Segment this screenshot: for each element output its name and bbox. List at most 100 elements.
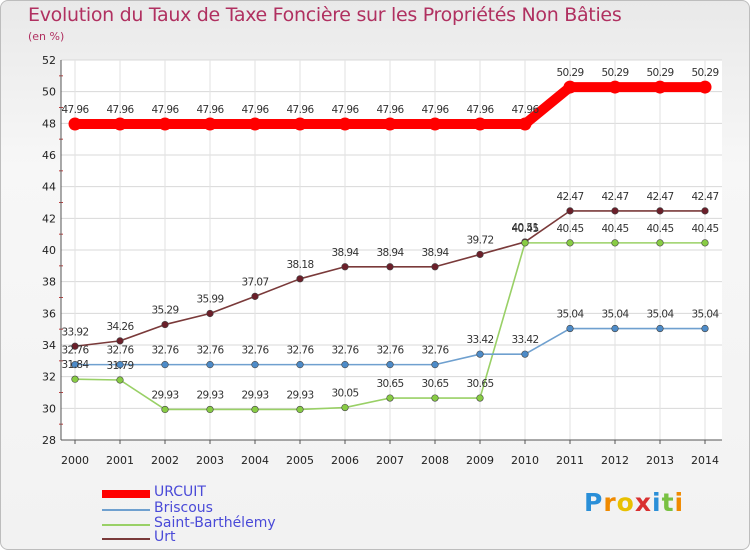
data-label: 30.65 [466, 378, 493, 390]
data-label: 29.93 [286, 389, 313, 401]
y-tick-label: 28 [42, 434, 56, 447]
data-point [116, 376, 124, 384]
y-tick-label: 50 [42, 86, 56, 99]
data-point [566, 324, 574, 333]
x-tick-label: 2007 [376, 454, 404, 467]
data-label: 35.99 [196, 293, 223, 305]
data-point [701, 324, 709, 333]
y-tick-label: 48 [42, 117, 56, 130]
data-point [611, 207, 619, 215]
x-tick-label: 2009 [466, 454, 494, 467]
data-point [611, 239, 619, 247]
data-point [698, 80, 712, 94]
data-point [71, 361, 79, 369]
x-tick-label: 2012 [601, 454, 629, 467]
data-point [161, 320, 169, 329]
data-label: 29.93 [151, 389, 178, 401]
x-tick-label: 2003 [196, 454, 224, 467]
data-label: 32.76 [106, 345, 134, 357]
data-label: 47.96 [286, 104, 314, 116]
data-point [521, 350, 529, 358]
y-tick-label: 30 [42, 402, 56, 415]
data-label: 35.04 [691, 309, 719, 321]
x-tick-label: 2002 [151, 454, 179, 467]
data-label: 33.42 [466, 334, 493, 346]
data-point [161, 405, 169, 414]
data-point [476, 250, 484, 259]
data-point [521, 239, 529, 247]
data-label: 50.29 [646, 67, 673, 79]
data-label: 30.65 [376, 378, 403, 390]
legend-label: URCUIT [154, 484, 206, 500]
y-tick-label: 32 [42, 371, 56, 384]
data-label: 38.94 [376, 247, 404, 259]
data-point [428, 117, 442, 131]
data-label: 47.96 [196, 104, 224, 116]
legend-label: Briscous [154, 500, 213, 516]
data-label: 30.05 [331, 388, 358, 400]
data-point [341, 403, 349, 412]
data-label: 40.45 [691, 223, 718, 235]
data-point [656, 324, 664, 333]
y-tick-label: 34 [42, 339, 56, 352]
x-tick-label: 2008 [421, 454, 449, 467]
data-label: 50.29 [556, 67, 583, 79]
y-tick-label: 44 [42, 181, 56, 194]
data-label: 40.45 [601, 223, 628, 235]
data-label: 47.96 [106, 104, 134, 116]
x-tick-label: 2005 [286, 454, 314, 467]
data-point [563, 80, 577, 94]
data-label: 32.76 [421, 345, 449, 357]
data-label: 29.93 [241, 389, 268, 401]
x-tick-label: 2004 [241, 454, 269, 467]
data-label: 32.76 [196, 345, 224, 357]
data-point [701, 207, 709, 215]
data-point [113, 117, 127, 131]
legend-swatch [102, 538, 150, 540]
data-label: 30.65 [421, 378, 448, 390]
data-point [476, 350, 484, 358]
brand-logo: Proxiti [584, 488, 685, 517]
data-point [161, 361, 169, 369]
data-point [296, 405, 304, 414]
data-point [611, 324, 619, 333]
data-label: 38.94 [421, 247, 449, 259]
data-label: 47.96 [376, 104, 404, 116]
data-label: 37.07 [241, 276, 268, 288]
data-label: 38.18 [286, 259, 313, 271]
data-point [203, 117, 217, 131]
data-label: 40.45 [646, 223, 673, 235]
legend-label: Urt [154, 529, 176, 545]
data-point [566, 207, 574, 215]
data-point [431, 263, 439, 271]
data-point [248, 117, 262, 131]
data-point [116, 337, 124, 345]
data-point [386, 394, 394, 402]
data-label: 33.92 [61, 326, 88, 338]
data-label: 47.96 [511, 104, 539, 116]
data-label: 35.04 [556, 309, 584, 321]
data-label: 47.96 [331, 104, 359, 116]
data-point [473, 117, 487, 131]
legend-swatch [102, 490, 150, 498]
data-point [158, 117, 172, 131]
data-point [338, 117, 352, 131]
data-point [431, 394, 439, 402]
y-axis-unit: (en %) [28, 30, 65, 43]
data-label: 35.04 [601, 309, 629, 321]
y-tick-label: 40 [42, 244, 56, 257]
data-label: 35.04 [646, 309, 674, 321]
data-point [386, 361, 394, 369]
data-point [701, 239, 709, 247]
data-label: 42.47 [691, 191, 718, 203]
data-label: 40.45 [556, 223, 583, 235]
chart-title: Evolution du Taux de Taxe Foncière sur l… [28, 4, 622, 26]
data-point [251, 361, 259, 369]
data-label: 32.76 [331, 345, 359, 357]
x-tick-label: 2013 [646, 454, 674, 467]
legend-label: Saint-Barthélemy [154, 515, 276, 531]
data-point [293, 117, 307, 131]
data-point [71, 375, 79, 383]
data-point [68, 117, 82, 131]
